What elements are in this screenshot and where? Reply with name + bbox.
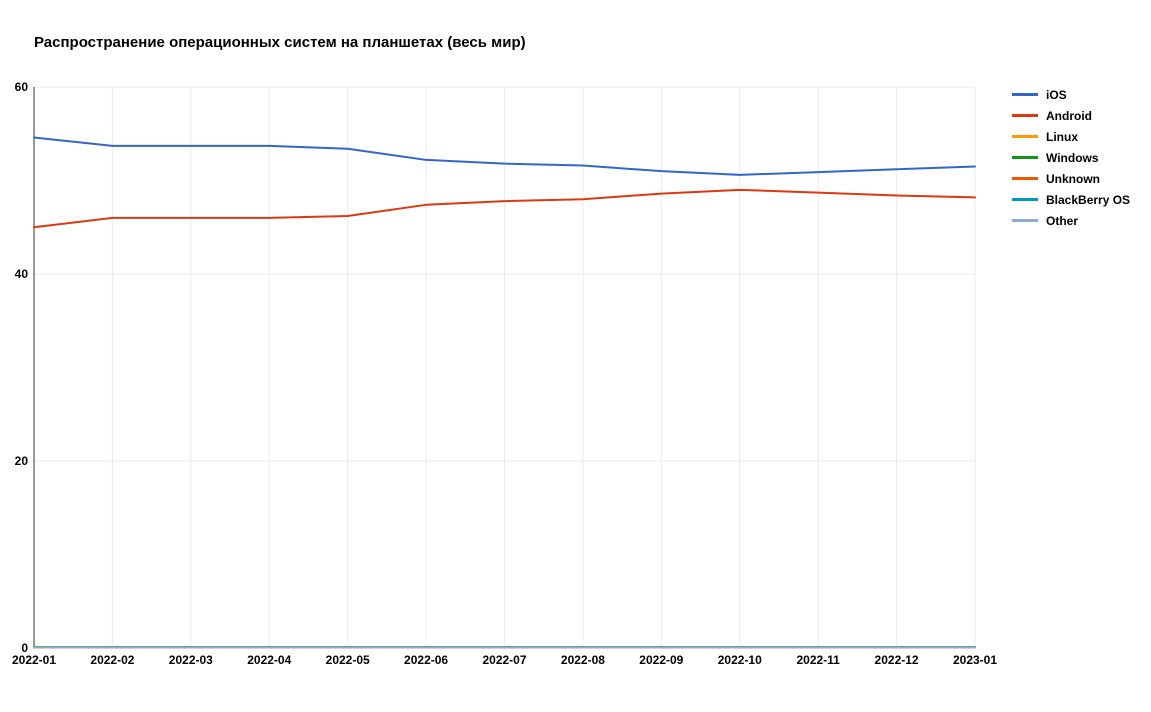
legend-swatch-android — [1012, 114, 1038, 117]
y-tick-label: 60 — [15, 80, 29, 94]
legend-swatch-blackberry — [1012, 198, 1038, 201]
y-tick-label: 20 — [15, 454, 29, 468]
x-axis-labels: 2022-01 2022-02 2022-03 2022-04 2022-05 2022-… — [12, 653, 997, 667]
legend-label-other: Other — [1046, 214, 1078, 228]
legend-item-linux[interactable]: Linux — [1012, 126, 1130, 147]
x-tick-label: 2022-10 — [718, 653, 762, 667]
x-tick-label: 2022-06 — [404, 653, 448, 667]
legend-swatch-ios — [1012, 93, 1038, 96]
chart-svg: 2022-01 2022-02 2022-03 2022-04 2022-05 2022-… — [0, 0, 1151, 712]
x-tick-label: 2022-11 — [796, 653, 840, 667]
legend-swatch-unknown — [1012, 177, 1038, 180]
legend-swatch-windows — [1012, 156, 1038, 159]
y-axis-labels: 0 20 40 60 — [15, 80, 29, 655]
legend-item-blackberry[interactable]: BlackBerry OS — [1012, 189, 1130, 210]
legend: iOS Android Linux Windows Unknown BlackBerry … — [1012, 84, 1130, 231]
x-tick-label: 2022-03 — [169, 653, 213, 667]
x-tick-label: 2022-04 — [247, 653, 291, 667]
legend-item-windows[interactable]: Windows — [1012, 147, 1130, 168]
x-tick-label: 2022-01 — [12, 653, 56, 667]
legend-item-android[interactable]: Android — [1012, 105, 1130, 126]
x-tick-label: 2022-08 — [561, 653, 605, 667]
x-tick-label: 2022-02 — [90, 653, 134, 667]
x-tick-label: 2022-09 — [639, 653, 683, 667]
x-tick-label: 2022-12 — [875, 653, 919, 667]
legend-swatch-other — [1012, 219, 1038, 222]
legend-swatch-linux — [1012, 135, 1038, 138]
x-tick-label: 2023-01 — [953, 653, 997, 667]
legend-label-linux: Linux — [1046, 130, 1078, 144]
legend-label-android: Android — [1046, 109, 1092, 123]
y-tick-label: 0 — [21, 641, 28, 655]
x-tick-label: 2022-07 — [482, 653, 526, 667]
legend-label-ios: iOS — [1046, 88, 1067, 102]
legend-item-ios[interactable]: iOS — [1012, 84, 1130, 105]
chart-container: Распространение операционных систем на п… — [0, 0, 1151, 712]
y-tick-label: 40 — [15, 267, 29, 281]
legend-label-windows: Windows — [1046, 151, 1099, 165]
legend-label-unknown: Unknown — [1046, 172, 1100, 186]
legend-item-other[interactable]: Other — [1012, 210, 1130, 231]
legend-label-blackberry: BlackBerry OS — [1046, 193, 1130, 207]
legend-item-unknown[interactable]: Unknown — [1012, 168, 1130, 189]
x-tick-label: 2022-05 — [326, 653, 370, 667]
